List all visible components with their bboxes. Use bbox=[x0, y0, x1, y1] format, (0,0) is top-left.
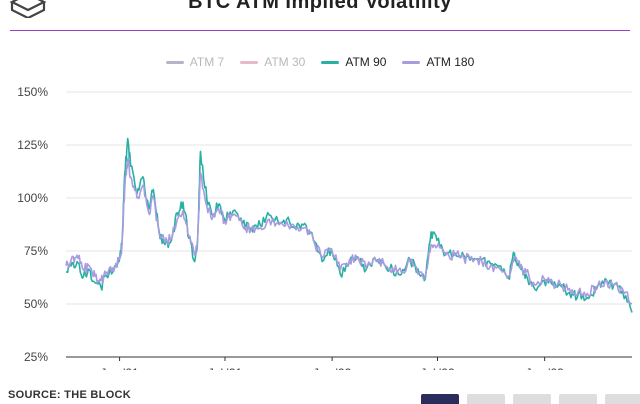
y-tick-label: 75% bbox=[24, 244, 48, 258]
pager-button[interactable] bbox=[559, 394, 597, 404]
y-tick-label: 150% bbox=[17, 85, 48, 99]
legend-item-atm-90[interactable]: ATM 90 bbox=[321, 55, 386, 69]
legend-swatch bbox=[402, 60, 421, 64]
chart-title: BTC ATM Implied Volatility bbox=[188, 0, 452, 13]
y-tick-label: 100% bbox=[17, 191, 48, 205]
legend-label: ATM 7 bbox=[189, 55, 225, 69]
the-block-logo-icon bbox=[9, 0, 47, 18]
y-tick-label: 125% bbox=[17, 138, 48, 152]
line-chart: 25% 50% 75% 100% 125% 150% Jan '21 Jul '21 Jan '… bbox=[17, 85, 633, 370]
y-tick-label: 25% bbox=[24, 350, 48, 364]
pager-button[interactable] bbox=[513, 394, 551, 404]
pagination bbox=[421, 394, 640, 404]
legend-label: ATM 30 bbox=[264, 55, 306, 69]
title-divider bbox=[10, 30, 630, 31]
x-tick-label: Jan '23 bbox=[525, 366, 564, 370]
chart-legend: ATM 7 ATM 30 ATM 90 ATM 180 bbox=[0, 55, 640, 69]
x-tick-label: Jul '22 bbox=[420, 366, 455, 370]
pager-button[interactable] bbox=[605, 394, 640, 404]
legend-item-atm-180[interactable]: ATM 180 bbox=[402, 55, 474, 69]
source-label: SOURCE: THE BLOCK bbox=[8, 389, 132, 401]
series-line-atm-90 bbox=[65, 137, 633, 313]
y-tick-label: 50% bbox=[24, 297, 48, 311]
pager-button[interactable] bbox=[421, 394, 459, 404]
x-tick-label: Jan '21 bbox=[100, 366, 139, 370]
series-line-atm-180 bbox=[65, 157, 633, 305]
legend-item-atm-7[interactable]: ATM 7 bbox=[165, 55, 225, 69]
legend-swatch bbox=[240, 60, 259, 64]
legend-label: ATM 180 bbox=[426, 55, 475, 69]
legend-item-atm-30[interactable]: ATM 30 bbox=[240, 55, 305, 69]
x-tick-label: Jul '21 bbox=[208, 366, 243, 370]
legend-swatch bbox=[321, 60, 340, 64]
pager-button[interactable] bbox=[467, 394, 505, 404]
x-tick-label: Jan '22 bbox=[313, 366, 352, 370]
legend-swatch bbox=[165, 60, 184, 64]
legend-label: ATM 90 bbox=[345, 55, 387, 69]
